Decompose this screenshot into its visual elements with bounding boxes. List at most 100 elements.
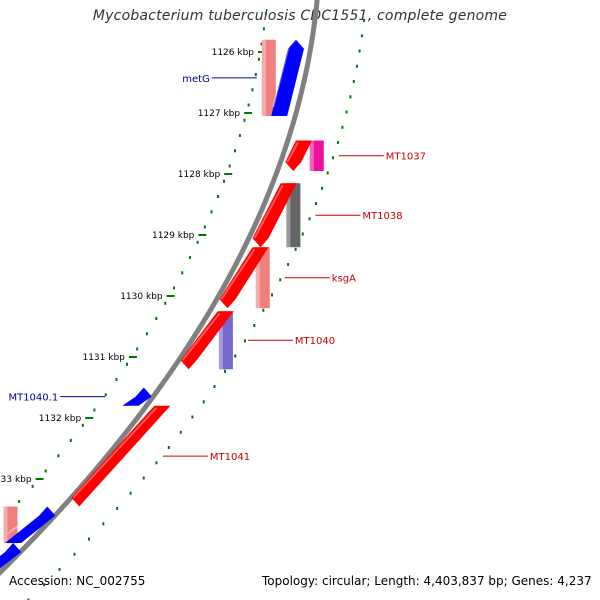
ruler-tick-label: 1132 kbp bbox=[39, 414, 82, 424]
ruler-dot bbox=[115, 378, 118, 381]
ruler-dot bbox=[217, 195, 219, 198]
ruler-dot bbox=[262, 27, 265, 31]
gene-arrow-mt1041[interactable] bbox=[71, 405, 171, 507]
gene-label-mt1040-1: MT1040.1 bbox=[8, 393, 58, 404]
genome-stats-text: Topology: circular; Length: 4,403,837 bp… bbox=[262, 574, 592, 588]
gene-label-mt1040: MT1040 bbox=[295, 336, 335, 347]
gene-label-mt1041: MT1041 bbox=[210, 452, 250, 463]
gene-arrow-mt1043[interactable] bbox=[0, 543, 22, 583]
gene-label-mt1037: MT1037 bbox=[386, 152, 426, 163]
ruler-dot bbox=[257, 57, 260, 61]
gene-arrow-mt1038[interactable] bbox=[252, 183, 297, 248]
accession-text: Accession: NC_002755 bbox=[9, 574, 146, 588]
ruler-dot bbox=[228, 164, 231, 168]
gene-arrow-mt1037[interactable] bbox=[285, 140, 312, 172]
ruler-dot bbox=[104, 393, 107, 397]
ruler-dot bbox=[213, 385, 216, 388]
ruler-dot bbox=[129, 491, 132, 495]
ruler-dot bbox=[145, 332, 148, 336]
gene-arrow-pth[interactable] bbox=[5, 506, 56, 544]
ruler-dot bbox=[238, 134, 241, 137]
ruler-dot bbox=[301, 232, 304, 236]
ruler-ticks: 1126 kbp 1127 kbp 1128 kbp 1129 kbp 1130 kbp… bbox=[0, 48, 266, 485]
ruler-dot bbox=[326, 171, 329, 175]
ruler-dot bbox=[196, 240, 199, 244]
ruler-tick-label: 1130 kbp bbox=[120, 292, 163, 302]
gene-feature-metg bbox=[261, 39, 276, 117]
ruler-dot bbox=[223, 179, 225, 183]
ruler-dot bbox=[203, 225, 206, 229]
ruler-dot bbox=[251, 88, 254, 92]
ruler-dot bbox=[253, 324, 256, 327]
ruler-tick-label: 1126 kbp bbox=[212, 48, 255, 58]
ruler-dot bbox=[18, 500, 21, 503]
ruler-dot bbox=[155, 317, 158, 320]
ruler-dot bbox=[189, 256, 192, 259]
ruler-dot bbox=[360, 34, 363, 38]
ruler-dot bbox=[349, 95, 352, 99]
gene-label-ksga: ksgA bbox=[332, 274, 356, 285]
ruler-dot bbox=[332, 156, 334, 160]
ruler-dot bbox=[243, 339, 246, 343]
ruler-dot bbox=[44, 469, 47, 473]
ruler-dot bbox=[179, 430, 182, 434]
ruler-dot bbox=[58, 568, 61, 571]
ruler-dot bbox=[69, 439, 72, 442]
gene-feature-mt1037 bbox=[309, 140, 324, 171]
ruler-dot bbox=[247, 103, 250, 107]
ruler-dot bbox=[271, 293, 273, 297]
ruler-tick-label: 1129 kbp bbox=[152, 231, 195, 241]
ruler-dot bbox=[210, 210, 213, 214]
ruler-dot bbox=[345, 110, 348, 114]
ruler-dot bbox=[262, 308, 265, 312]
ruler-dot bbox=[308, 217, 311, 221]
ruler-dot bbox=[243, 118, 246, 122]
ruler-dot bbox=[88, 537, 90, 541]
gene-arrows[interactable] bbox=[0, 39, 312, 583]
ruler-dot bbox=[126, 362, 128, 366]
ruler-dot bbox=[173, 286, 175, 290]
ruler-dot bbox=[155, 461, 158, 465]
ruler-dot bbox=[167, 446, 170, 449]
ruler-dot bbox=[27, 598, 30, 600]
ruler-dot bbox=[287, 263, 290, 266]
gene-labels: metG MT1037 MT1038 ksgA MT1040 MT1040.1 MT1041… bbox=[8, 74, 426, 463]
ruler-dot bbox=[81, 423, 84, 427]
ruler-dot bbox=[43, 583, 46, 587]
gene-label-metg: metG bbox=[182, 74, 210, 85]
ruler-dot bbox=[181, 271, 184, 275]
gene-arrow-mt1040-1[interactable] bbox=[122, 387, 152, 406]
gene-arrow-metg[interactable] bbox=[271, 39, 304, 116]
ruler-dot bbox=[315, 202, 317, 205]
gene-feature-pth bbox=[3, 506, 18, 544]
ruler-dot bbox=[336, 141, 339, 144]
ruler-dot bbox=[57, 454, 60, 458]
ruler-dot bbox=[136, 347, 139, 351]
ruler-tick-label: 1127 kbp bbox=[198, 109, 241, 119]
ruler-dot bbox=[254, 73, 257, 76]
ruler-dot bbox=[321, 186, 323, 190]
ruler-dot bbox=[142, 476, 145, 480]
gene-label-mt1038: MT1038 bbox=[362, 211, 402, 222]
ruler-dot bbox=[102, 522, 105, 526]
gene-arrow-ksga[interactable] bbox=[219, 247, 269, 309]
ruler-dot bbox=[352, 80, 355, 83]
ruler-dot bbox=[294, 247, 297, 251]
ruler-dot bbox=[341, 125, 344, 129]
ruler-tick-label: 1133 kbp bbox=[0, 475, 32, 485]
gene-feature-ksga bbox=[255, 247, 270, 309]
gene-features bbox=[3, 39, 324, 544]
ruler-dot bbox=[31, 484, 34, 488]
ruler-dot bbox=[279, 278, 282, 282]
ruler-dot bbox=[362, 19, 365, 22]
ruler-dots bbox=[4, 12, 365, 600]
ruler-dot bbox=[224, 369, 226, 373]
ruler-dot bbox=[116, 507, 119, 510]
ruler-dot bbox=[234, 354, 237, 358]
ruler-dot bbox=[264, 12, 267, 15]
ruler-dot bbox=[93, 408, 96, 412]
gene-arrow-mt1040[interactable] bbox=[180, 311, 234, 370]
ruler-dot bbox=[260, 42, 263, 46]
ruler-dot bbox=[234, 149, 236, 153]
